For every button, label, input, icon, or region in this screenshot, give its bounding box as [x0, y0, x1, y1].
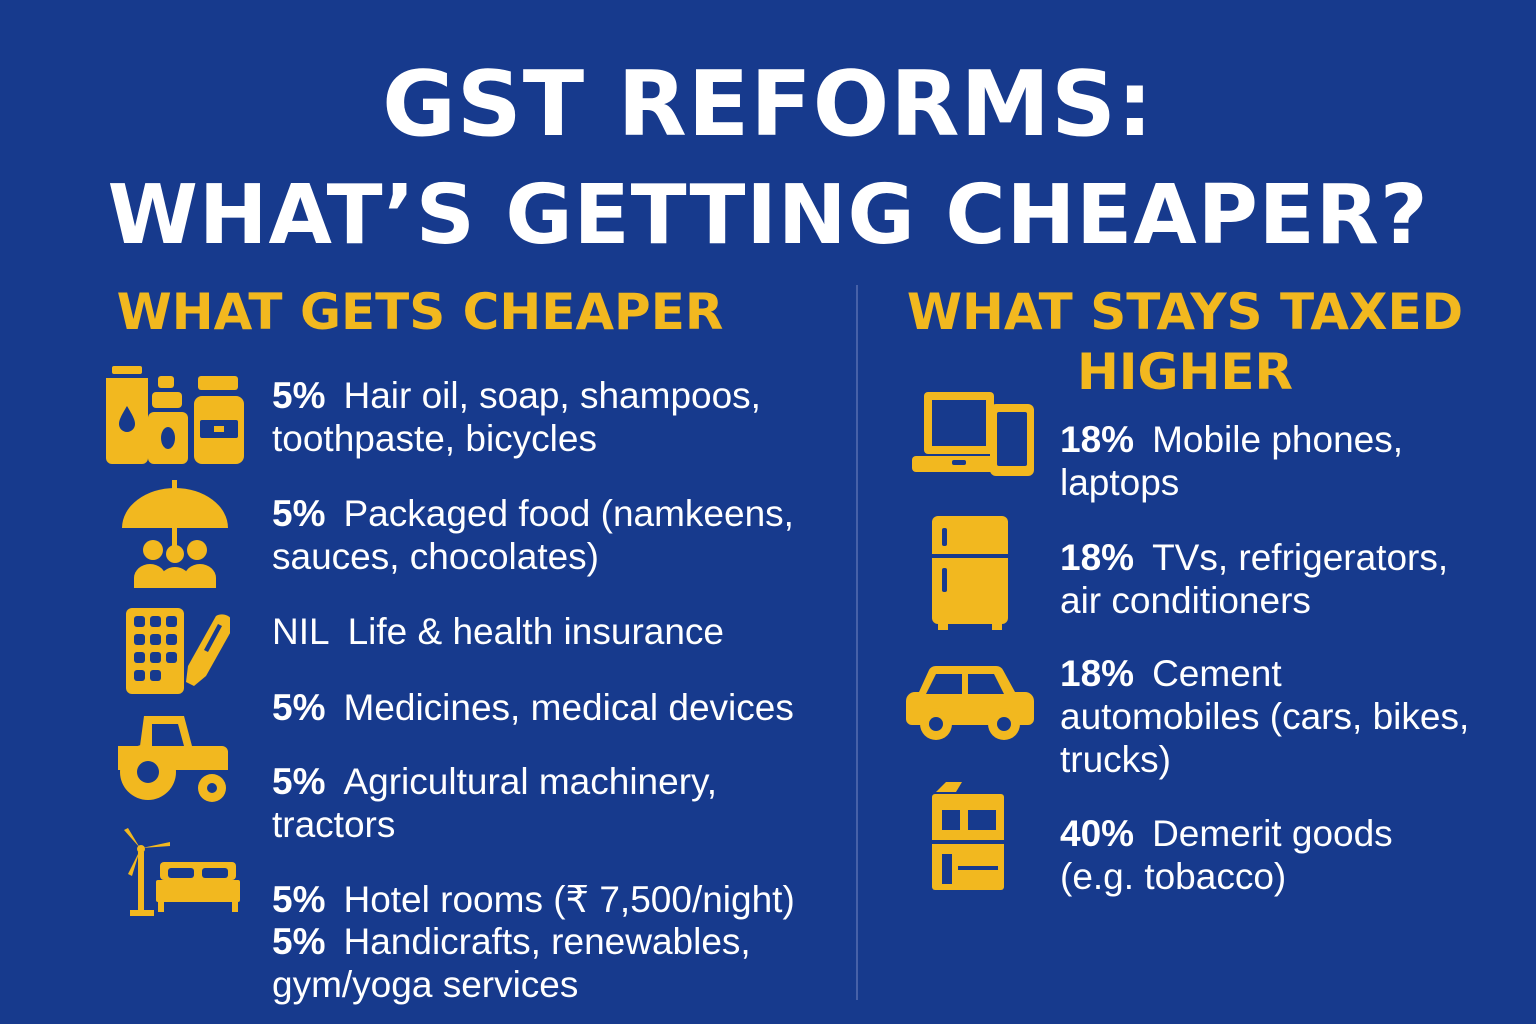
item-desc-line2: toothpaste, bicycles	[272, 418, 597, 459]
tax-rate: 18%	[1060, 537, 1135, 578]
right-item-1: 18% Mobile phones, laptops	[1060, 418, 1403, 504]
tax-rate: 5%	[272, 921, 326, 962]
medicine-pills-icon	[126, 608, 230, 694]
item-desc-line2: air conditioners	[1060, 580, 1311, 621]
item-desc: Hotel rooms (₹ 7,500/night)	[343, 879, 795, 920]
tax-rate: NIL	[272, 611, 330, 652]
left-column-heading: WHAT GETS CHEAPER	[116, 283, 724, 341]
right-item-3: 18% Cement automobiles (cars, bikes, truc…	[1060, 652, 1469, 781]
tax-rate: 5%	[272, 687, 326, 728]
tractor-icon	[118, 716, 228, 802]
toiletries-icon	[106, 366, 244, 464]
car-icon	[906, 665, 1034, 740]
item-desc: Cement	[1152, 653, 1282, 694]
left-item-7: 5% Handicrafts, renewables, gym/yoga serv…	[272, 920, 751, 1006]
right-heading-line1: WHAT STAYS TAXED	[906, 283, 1464, 341]
left-item-6: 5% Hotel rooms (₹ 7,500/night)	[272, 878, 795, 921]
tax-rate: 18%	[1060, 419, 1135, 460]
item-desc: Packaged food (namkeens,	[343, 493, 794, 534]
item-desc-line2: automobiles (cars, bikes,	[1060, 696, 1470, 737]
item-desc-line2: tractors	[272, 804, 396, 845]
column-divider	[856, 285, 858, 1000]
item-desc: Demerit goods	[1152, 813, 1393, 854]
tax-rate: 5%	[272, 375, 326, 416]
umbrella-family-icon	[122, 480, 228, 588]
item-desc: Life & health insurance	[347, 611, 724, 652]
item-desc-line2: gym/yoga services	[272, 964, 579, 1005]
right-item-2: 18% TVs, refrigerators, air conditioners	[1060, 536, 1448, 622]
right-item-4: 40% Demerit goods (e.g. tobacco)	[1060, 812, 1393, 898]
item-desc-line2: (e.g. tobacco)	[1060, 856, 1287, 897]
refrigerator-icon	[932, 516, 1008, 630]
tax-rate: 5%	[272, 879, 326, 920]
item-desc-line3: trucks)	[1060, 739, 1171, 780]
item-desc-line2: laptops	[1060, 462, 1180, 503]
item-desc: Agricultural machinery,	[343, 761, 718, 802]
item-desc: Mobile phones,	[1152, 419, 1404, 460]
item-desc: Hair oil, soap, shampoos,	[343, 375, 761, 416]
laptop-phone-icon	[912, 392, 1034, 476]
page-title-line1: GST REFORMS:	[382, 52, 1154, 157]
right-heading-line2: HIGHER	[1077, 343, 1293, 401]
tax-rate: 40%	[1060, 813, 1135, 854]
tobacco-pack-icon	[932, 782, 1004, 890]
page-title-line2: WHAT’S GETTING CHEAPER?	[107, 168, 1429, 263]
windmill-bed-icon	[124, 828, 240, 916]
left-item-2: 5% Packaged food (namkeens, sauces, choco…	[272, 492, 794, 578]
left-item-1: 5% Hair oil, soap, shampoos, toothpaste, …	[272, 374, 761, 460]
left-item-4: 5% Medicines, medical devices	[272, 686, 794, 729]
right-column-heading: WHAT STAYS TAXED HIGHER	[880, 282, 1490, 402]
item-desc: TVs, refrigerators,	[1152, 537, 1449, 578]
tax-rate: 18%	[1060, 653, 1135, 694]
left-item-5: 5% Agricultural machinery, tractors	[272, 760, 717, 846]
tax-rate: 5%	[272, 493, 326, 534]
left-item-3: NIL Life & health insurance	[272, 610, 724, 653]
tax-rate: 5%	[272, 761, 326, 802]
item-desc: Medicines, medical devices	[343, 687, 794, 728]
item-desc: Handicrafts, renewables,	[343, 921, 751, 962]
item-desc-line2: sauces, chocolates)	[272, 536, 600, 577]
